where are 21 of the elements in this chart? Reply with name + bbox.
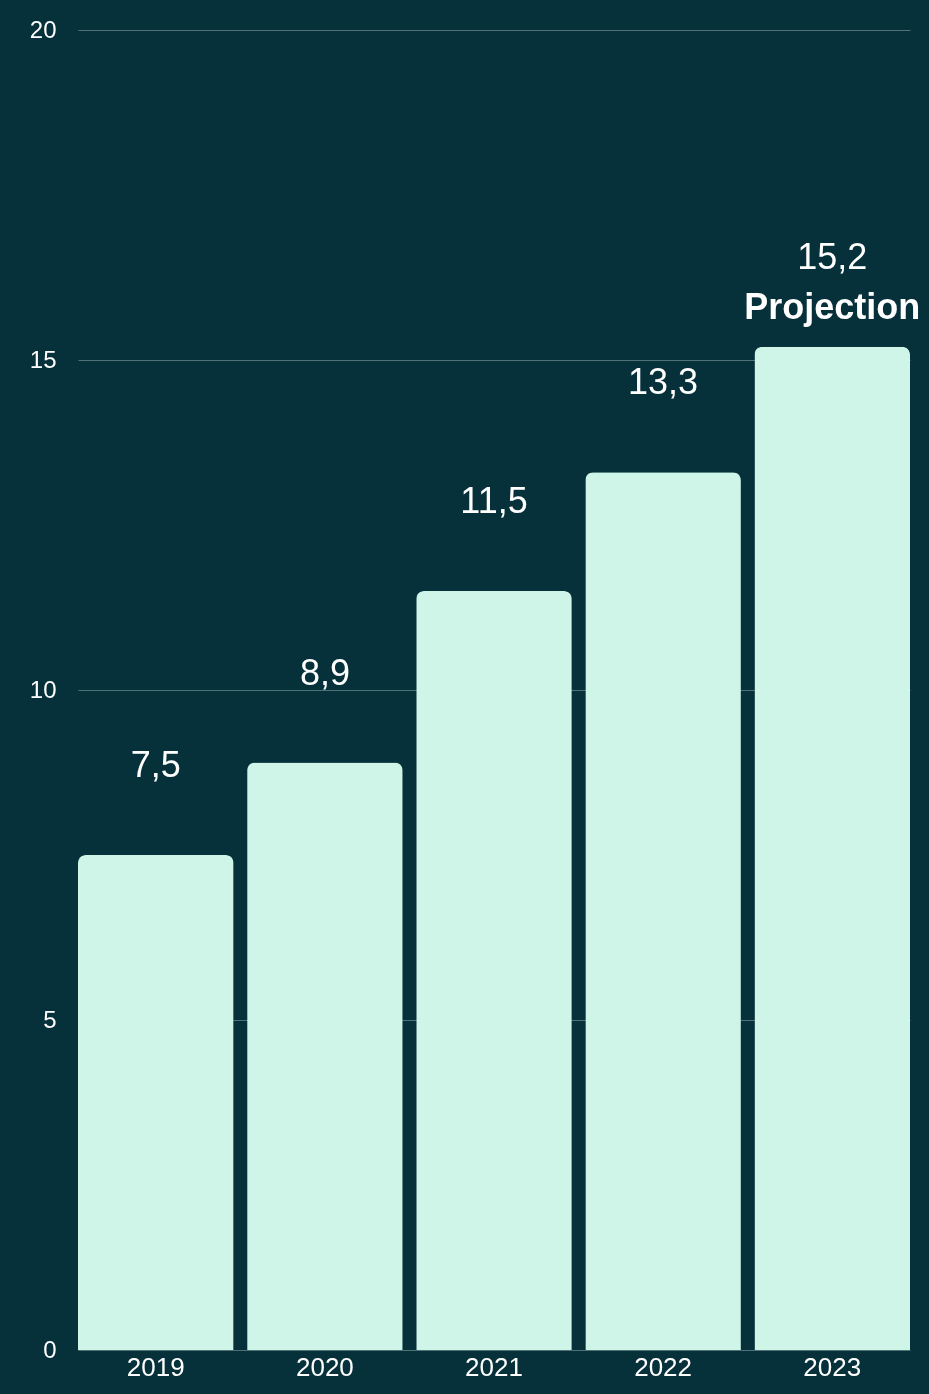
- data-label: 13,3: [628, 361, 699, 403]
- bar: [247, 762, 403, 1350]
- x-tick-label: 2020: [295, 1351, 354, 1382]
- y-tick-label: 15: [29, 345, 57, 373]
- data-label: 11,5: [460, 480, 528, 521]
- x-tick-label: 2022: [634, 1351, 693, 1382]
- x-tick-label: 2023: [803, 1351, 862, 1382]
- data-label: 7,5: [130, 744, 181, 785]
- y-tick-label: 20: [29, 15, 57, 43]
- annotation: Projection: [744, 285, 921, 327]
- y-tick-label: 5: [43, 1005, 57, 1033]
- data-label: 15,2: [797, 235, 868, 277]
- x-tick-label: 2019: [126, 1351, 185, 1382]
- bar: [754, 346, 910, 1350]
- x-tick-label: 2021: [465, 1351, 523, 1382]
- bar: [78, 855, 234, 1350]
- y-tick-label: 0: [43, 1335, 57, 1363]
- data-label: 8,9: [299, 651, 350, 693]
- bar: [585, 472, 741, 1350]
- bar: [416, 591, 572, 1350]
- y-tick-label: 10: [29, 675, 57, 703]
